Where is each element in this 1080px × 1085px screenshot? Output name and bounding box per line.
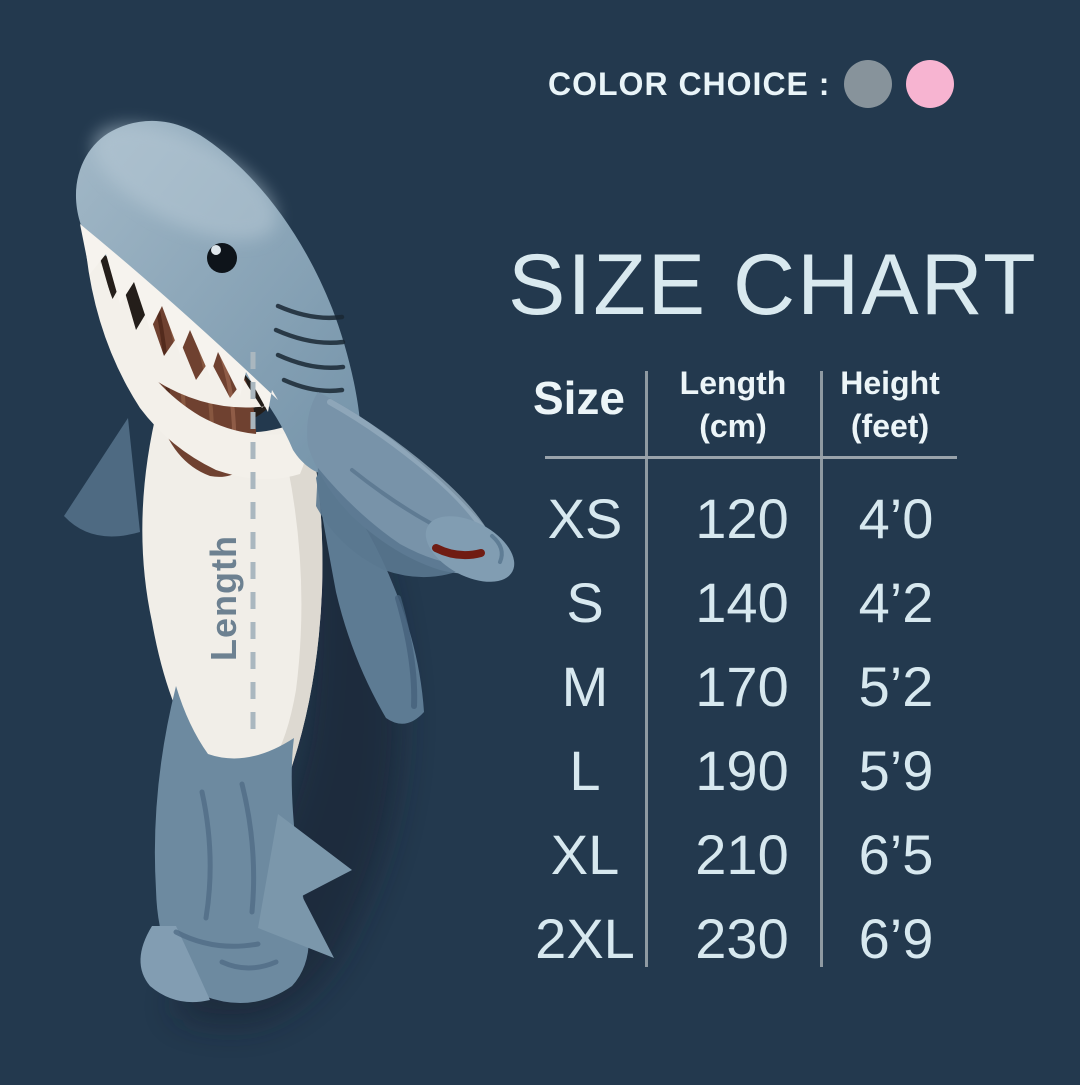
column-header-length-unit: (cm) [699,408,767,444]
table-row: 2XL 230 6’9 [524,896,960,980]
cell-height: 4’0 [858,486,934,550]
cell-length: 140 [695,570,789,634]
cell-size: XL [550,822,620,886]
tail-fin [258,814,352,958]
column-header-size: Size [532,372,626,424]
color-choice: COLOR CHOICE : [548,58,955,110]
cell-height: 4’2 [858,570,934,634]
page-title: SIZE CHART [508,237,1038,333]
cell-length: 210 [695,822,789,886]
table-row: L 190 5’9 [524,728,960,812]
table-divider-vertical-1 [645,371,648,967]
table-divider-horizontal [545,456,957,459]
cell-height: 6’5 [858,822,934,886]
cell-length: 190 [695,738,789,802]
right-sleeve-fold [395,595,418,709]
table-divider-vertical-2 [820,371,823,967]
shark-head [75,120,361,477]
cell-length: 120 [695,486,789,550]
cell-size: S [566,570,604,634]
lower-jaw [86,252,308,480]
color-choice-label: COLOR CHOICE : [548,65,831,102]
cell-length: 230 [695,906,789,970]
column-header-length-title: Length [679,365,787,401]
cell-size: M [561,654,609,718]
cell-length: 170 [695,654,789,718]
upper-teeth [80,224,278,412]
right-fin [307,392,515,582]
gill-slits [273,303,346,394]
lower-teeth [100,258,280,408]
mitt-opening [432,544,485,560]
table-row: XS 120 4’0 [524,476,960,560]
size-table: XS 120 4’0 S 140 4’2 M 170 5’2 L 190 5’9… [524,476,960,980]
foot-tip [140,926,210,1003]
length-label: Length [203,535,244,661]
belly-shading [266,426,323,772]
cell-height: 5’2 [858,654,934,718]
column-header-length: Length (cm) [648,362,818,448]
color-swatch-gray-icon [844,60,893,108]
table-row: S 140 4’2 [524,560,960,644]
head-highlight [93,124,277,240]
belly [142,406,323,772]
table-row: XL 210 6’5 [524,812,960,896]
column-header-height-unit: (feet) [850,408,930,444]
fin-mitt [425,516,515,582]
column-header-height-title: Height [840,365,940,401]
cell-height: 6’9 [858,906,934,970]
table-row: M 170 5’2 [524,644,960,728]
cell-size: 2XL [535,906,635,970]
cell-size: L [569,738,601,802]
tail-and-feet [140,686,352,1004]
cell-size: XS [547,486,623,550]
column-header-height: Height (feet) [822,362,958,448]
shark-illustration: Length [64,120,515,1026]
shark-eye [207,243,237,273]
cell-height: 5’9 [858,738,934,802]
color-swatch-pink-icon [906,60,955,108]
left-fin [64,418,140,537]
shark-blanket-photo: Length [0,0,540,1080]
